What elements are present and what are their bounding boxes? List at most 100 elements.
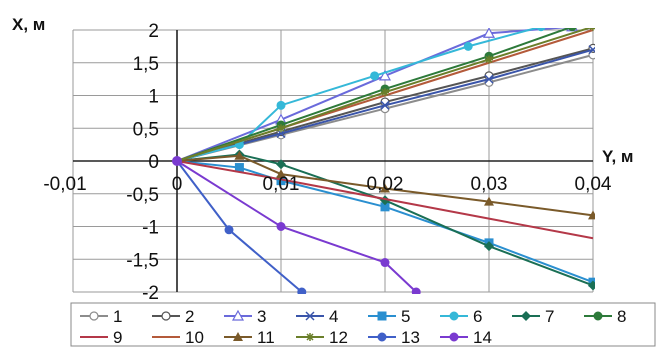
legend: 1 2 3 4 5 6 7 89 10 11 12 13 14 <box>80 307 626 347</box>
legend-swatch-marker <box>89 311 99 321</box>
legend-box <box>70 302 656 347</box>
legend-swatch-marker <box>377 311 387 321</box>
legend-label: 1 <box>113 307 122 326</box>
series-layer <box>172 28 595 294</box>
series-point-5 <box>234 163 244 173</box>
legend-label: 4 <box>329 307 338 326</box>
series-12 <box>176 28 595 162</box>
series-line-14 <box>176 160 417 293</box>
legend-item-14: 14 <box>440 328 492 347</box>
series-4 <box>176 45 595 162</box>
series-point-11 <box>484 196 494 206</box>
series-point-7 <box>484 241 494 252</box>
tick-labels: -0,01 0 0,01 0,02 0,03 0,04 2 1,5 1 0,5 0 -0,5 -1 -1,… <box>43 21 612 304</box>
series-point-13 <box>297 287 307 294</box>
series-line-9 <box>176 160 594 240</box>
series-11 <box>176 150 595 220</box>
series-point-7 <box>276 159 286 170</box>
series-line-5 <box>176 160 594 284</box>
legend-item-1: 1 <box>80 307 122 326</box>
legend-label: 8 <box>617 307 626 326</box>
series-14 <box>176 160 421 294</box>
legend-item-8: 8 <box>584 307 626 326</box>
x-tick-label: 0,01 <box>263 174 300 195</box>
x-tick-label: -0,01 <box>43 174 86 195</box>
series-line-6 <box>176 28 541 162</box>
series-point-6 <box>276 100 286 110</box>
legend-item-13: 13 <box>368 328 420 347</box>
series-point-4 <box>588 45 595 55</box>
y-tick-label: 0,5 <box>133 119 159 140</box>
series-point-11 <box>276 169 286 179</box>
legend-swatch-marker <box>449 332 459 342</box>
legend-label: 14 <box>473 328 492 347</box>
legend-label: 12 <box>329 328 348 347</box>
series-point-11 <box>588 210 595 220</box>
legend-swatch-marker <box>449 311 459 321</box>
series-6 <box>176 28 546 162</box>
legend-label: 7 <box>545 307 554 326</box>
series-13 <box>176 160 307 294</box>
legend-label: 2 <box>185 307 194 326</box>
legend-item-9: 9 <box>80 328 122 347</box>
series-point-4 <box>484 74 494 84</box>
series-point-3 <box>482 28 496 38</box>
legend-item-6: 6 <box>440 307 482 326</box>
y-tick-label: -0,5 <box>126 185 159 206</box>
series-point-6 <box>463 41 473 51</box>
x-tick-label: 0,02 <box>367 174 404 195</box>
legend-item-5: 5 <box>368 307 410 326</box>
series-point-13 <box>224 225 234 235</box>
legend-label: 10 <box>185 328 204 347</box>
legend-item-7: 7 <box>512 307 554 326</box>
legend-swatch-marker <box>377 332 387 342</box>
y-axis-title: X, м <box>12 15 45 34</box>
origin-point <box>172 156 182 166</box>
y-tick-label: -2 <box>142 283 159 304</box>
legend-label: 13 <box>401 328 420 347</box>
series-point-14 <box>276 222 286 231</box>
legend-swatch-marker <box>231 309 245 321</box>
x-tick-label: 0,04 <box>575 174 612 195</box>
series-point-4 <box>380 100 390 110</box>
legend-label: 11 <box>257 328 275 347</box>
y-tick-label: 1 <box>148 87 159 108</box>
legend-label: 5 <box>401 307 410 326</box>
y-tick-label: -1,5 <box>126 250 159 271</box>
y-tick-label: 0 <box>148 152 159 173</box>
series-line-11 <box>176 154 594 217</box>
legend-label: 9 <box>113 328 122 347</box>
legend-swatch-marker <box>305 311 315 321</box>
series-point-7 <box>588 280 595 291</box>
series-5 <box>176 160 595 287</box>
legend-swatch-marker <box>593 311 603 321</box>
legend-item-4: 4 <box>296 307 338 326</box>
legend-item-10: 10 <box>152 328 204 347</box>
series-point-14 <box>411 287 421 294</box>
x-axis-title: Y, м <box>602 147 633 166</box>
series-point-11 <box>380 183 390 193</box>
legend-swatch-marker <box>161 311 171 321</box>
y-tick-label: -1 <box>142 218 159 239</box>
legend-item-3: 3 <box>224 307 266 326</box>
series-point-11 <box>234 150 245 160</box>
series-point-14 <box>380 258 390 268</box>
legend-swatch-marker <box>521 311 531 321</box>
series-point-12 <box>381 88 389 97</box>
legend-swatch-marker <box>233 332 243 341</box>
series-8 <box>176 28 577 162</box>
y-tick-label: 2 <box>148 21 159 42</box>
series-point-6 <box>370 71 380 81</box>
legend-swatch-marker <box>306 333 314 341</box>
legend-item-12: 12 <box>296 328 348 347</box>
legend-label: 3 <box>257 307 266 326</box>
legend-item-11: 11 <box>224 328 275 347</box>
series-point-12 <box>277 124 285 133</box>
series-point-6 <box>536 28 546 32</box>
series-point-12 <box>589 28 595 31</box>
series-9 <box>176 160 594 240</box>
y-tick-label: 1,5 <box>133 54 159 75</box>
series-point-12 <box>485 55 493 64</box>
series-line-8 <box>176 28 572 162</box>
